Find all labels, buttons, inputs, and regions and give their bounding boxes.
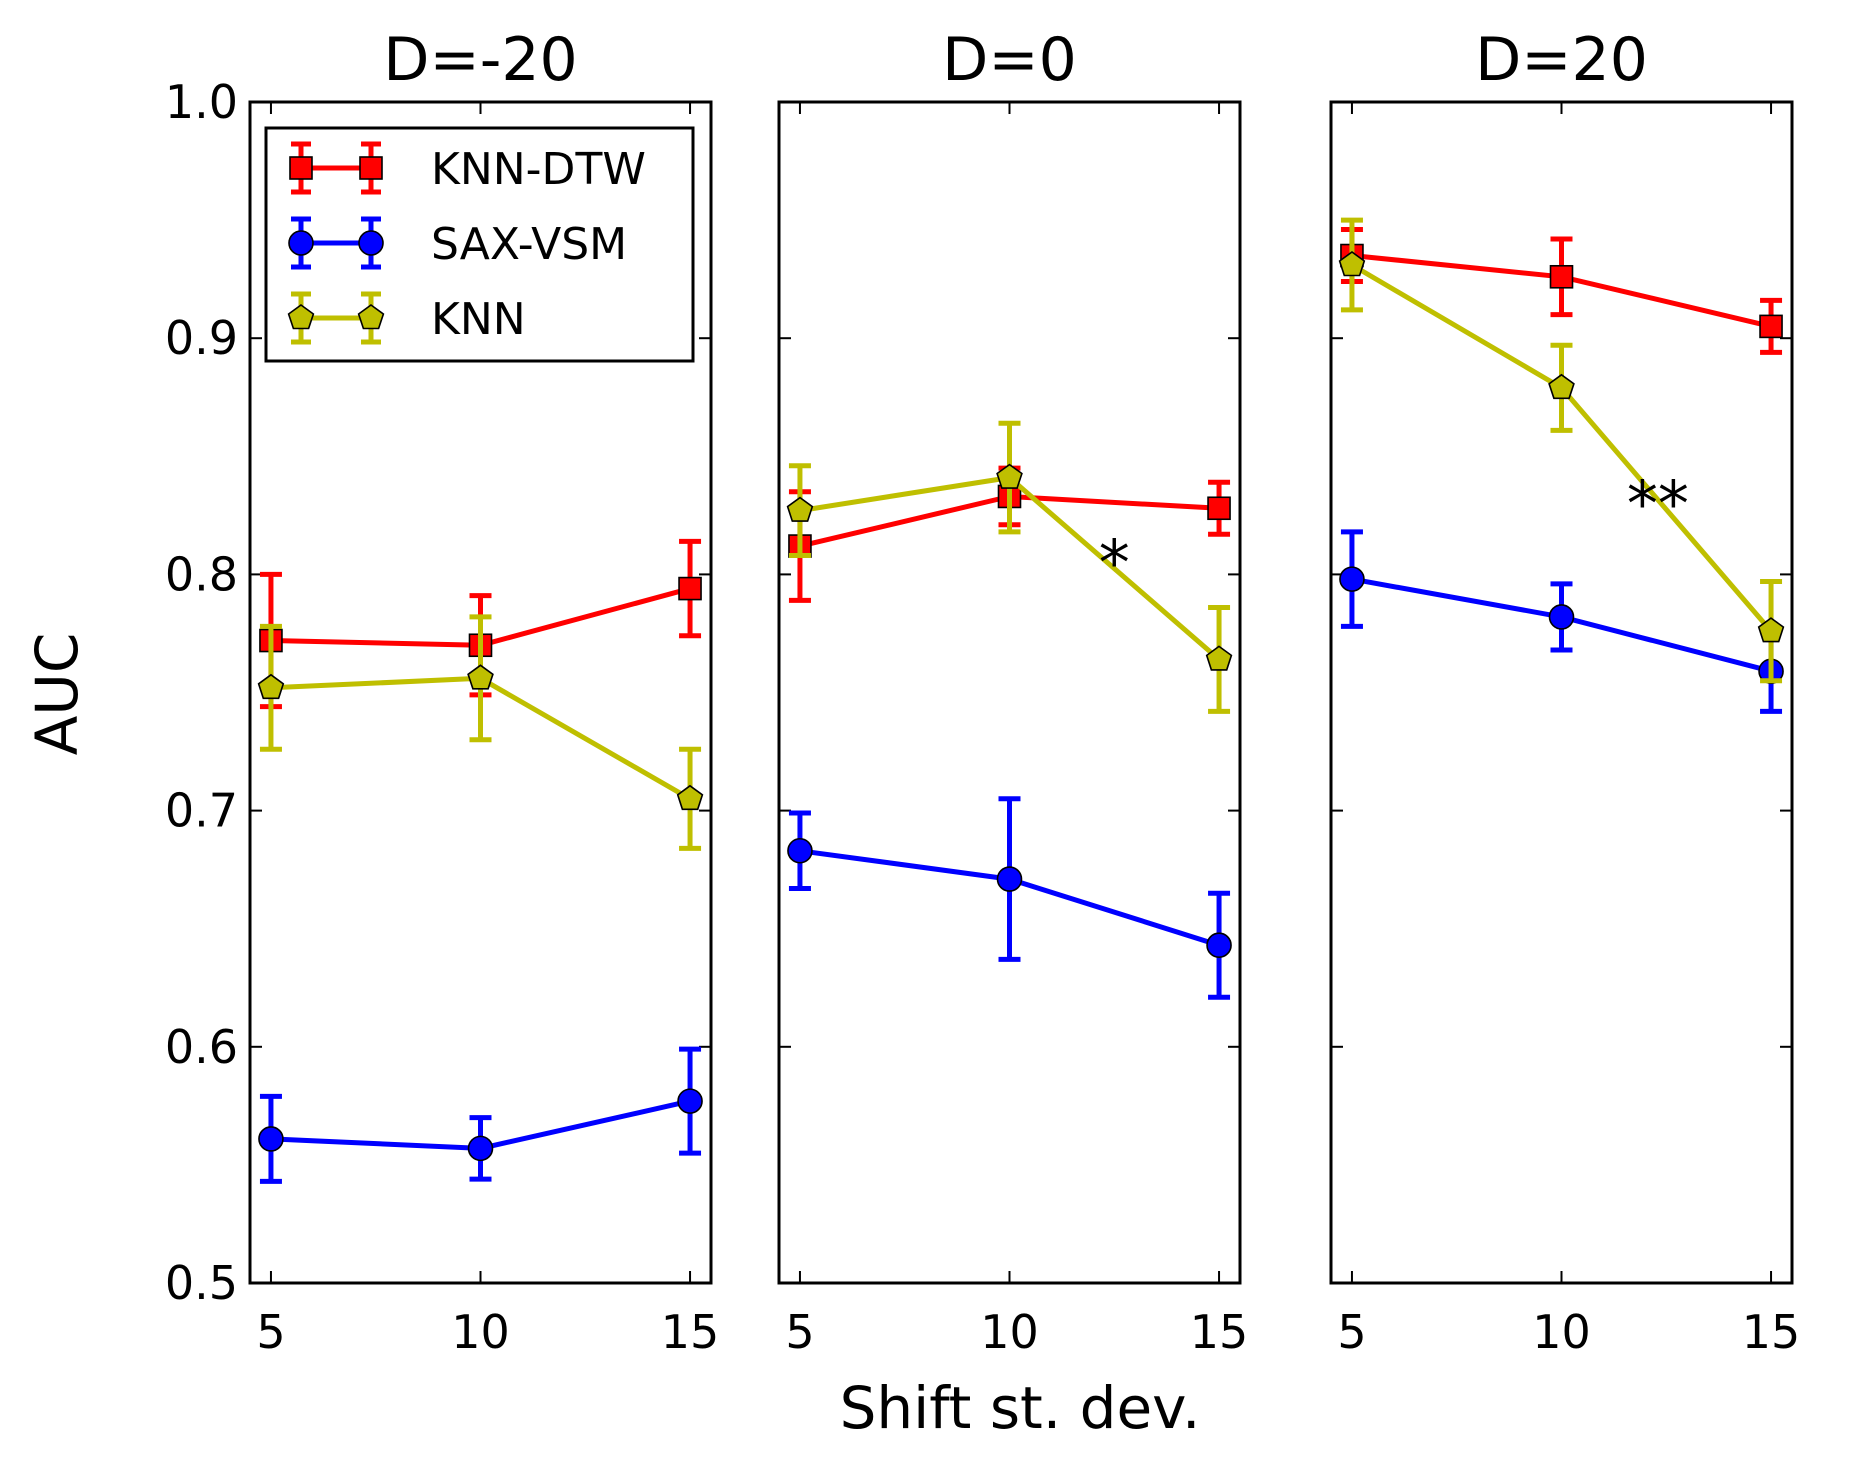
x-tick-label: 10 <box>1532 1305 1591 1359</box>
y-tick-label: 0.5 <box>165 1256 238 1310</box>
series-knn-dtw <box>1340 227 1783 355</box>
data-point <box>258 1126 284 1152</box>
x-tick-label: 5 <box>785 1305 814 1359</box>
legend-marker <box>288 230 314 256</box>
series-sax-vsm <box>787 796 1232 1000</box>
legend-label: KNN <box>431 294 526 345</box>
x-tick-label: 5 <box>1337 1305 1366 1359</box>
significance-annotation: * <box>1099 527 1130 600</box>
legend-marker <box>358 230 384 256</box>
data-point <box>676 784 704 811</box>
data-point <box>1549 264 1574 289</box>
data-point <box>996 463 1023 489</box>
legend-marker <box>289 156 313 180</box>
data-point <box>257 673 285 700</box>
y-tick-label: 0.6 <box>165 1020 238 1074</box>
y-axis-label: AUC <box>23 633 91 756</box>
legend-entry-knn: KNN <box>287 291 526 345</box>
series-sax-vsm <box>258 1046 703 1184</box>
data-point <box>678 576 702 601</box>
panel-title: D=-20 <box>383 25 577 95</box>
data-point <box>787 837 813 864</box>
panel-title: D=0 <box>942 25 1077 95</box>
panel-d-0: D=0 5 10 15 * <box>777 25 1249 1359</box>
legend-marker <box>359 156 383 180</box>
legend-marker <box>357 304 385 330</box>
y-tick-label: 0.9 <box>165 311 238 365</box>
data-point <box>467 664 494 690</box>
data-point <box>1207 496 1231 521</box>
data-point <box>1548 373 1575 400</box>
legend-label: SAX-VSM <box>431 219 627 270</box>
significance-annotation: ** <box>1627 468 1689 541</box>
y-tick-label: 0.7 <box>165 784 238 838</box>
y-tick-label: 0.8 <box>165 547 238 601</box>
x-tick-label: 15 <box>1190 1305 1249 1359</box>
x-tick-label: 15 <box>661 1305 720 1359</box>
data-point <box>1339 566 1365 592</box>
x-tick-label: 10 <box>451 1305 510 1359</box>
x-tick-label: 10 <box>980 1305 1039 1359</box>
series-knn <box>257 614 704 851</box>
series-knn <box>1338 217 1785 684</box>
legend-marker <box>287 304 315 330</box>
data-point <box>1338 251 1366 277</box>
data-point <box>677 1088 703 1114</box>
series-knn <box>786 420 1233 714</box>
panel-title: D=20 <box>1475 25 1648 95</box>
data-point <box>1759 314 1783 339</box>
data-point <box>1757 617 1785 643</box>
plot-frame <box>777 100 1242 1285</box>
series-sax-vsm <box>1339 529 1784 714</box>
x-tick-label: 5 <box>256 1305 285 1359</box>
data-point <box>996 866 1023 892</box>
panel-d-20: D=20 5 10 15 ** <box>1329 25 1801 1359</box>
legend-label: KNN-DTW <box>431 144 646 195</box>
data-point <box>1548 604 1575 630</box>
data-point <box>1206 932 1232 959</box>
data-point <box>1205 645 1233 671</box>
legend-entry-knn-dtw: KNN-DTW <box>289 141 646 195</box>
data-point <box>467 1135 494 1162</box>
x-tick-label: 15 <box>1742 1305 1801 1359</box>
data-point <box>786 496 814 522</box>
legend-entry-sax-vsm: SAX-VSM <box>288 216 627 270</box>
y-tick-label: 1.0 <box>165 75 238 129</box>
x-axis-label: Shift st. dev. <box>840 1374 1201 1442</box>
legend: KNN-DTW SAX-VSM KNN <box>264 126 695 363</box>
